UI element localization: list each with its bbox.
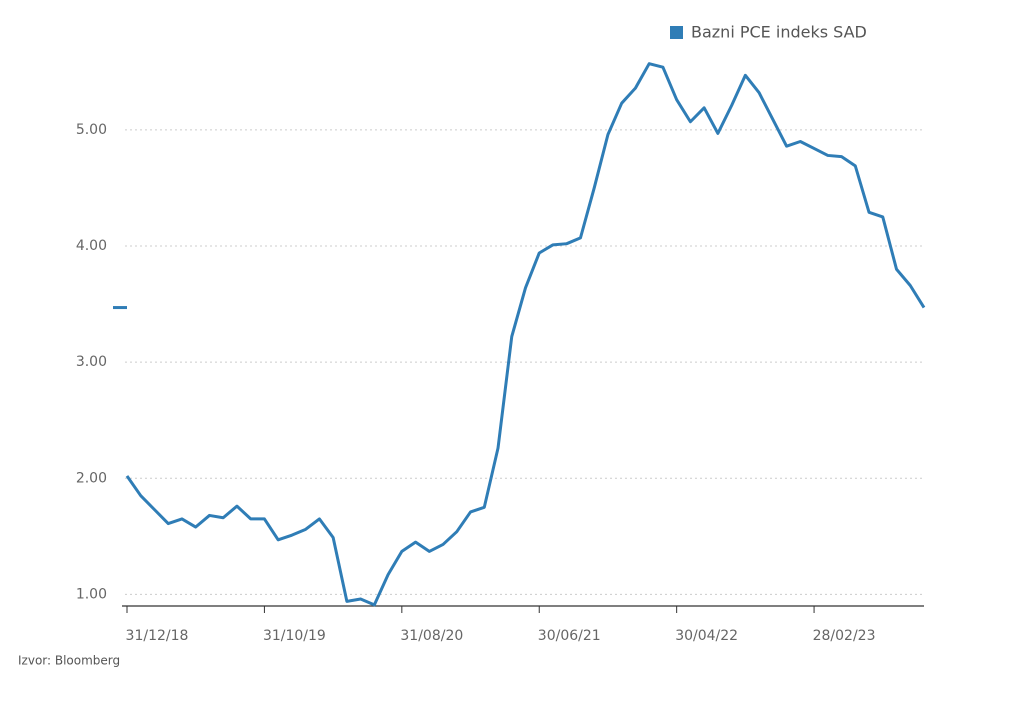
y-tick-label: 2.00 [76, 470, 107, 486]
x-tick-label: 30/04/22 [675, 628, 738, 644]
y-tick-label: 3.00 [76, 354, 107, 370]
line [125, 62, 926, 607]
x-tick-label: 31/08/20 [400, 628, 463, 644]
x-tick-label: 31/12/18 [126, 628, 189, 644]
legend-swatch [670, 26, 683, 39]
x-tick-label: 31/10/19 [263, 628, 326, 644]
x-tick-label: 30/06/21 [538, 628, 601, 644]
x-tick-label: 28/02/23 [813, 628, 876, 644]
legend-label: Bazni PCE indeks SAD [691, 23, 867, 42]
y-tick-label: 4.00 [76, 238, 107, 254]
y-tick-label: 1.00 [76, 586, 107, 602]
source: Izvor: Bloomberg [18, 654, 120, 668]
y-tick-label: 5.00 [76, 122, 107, 138]
